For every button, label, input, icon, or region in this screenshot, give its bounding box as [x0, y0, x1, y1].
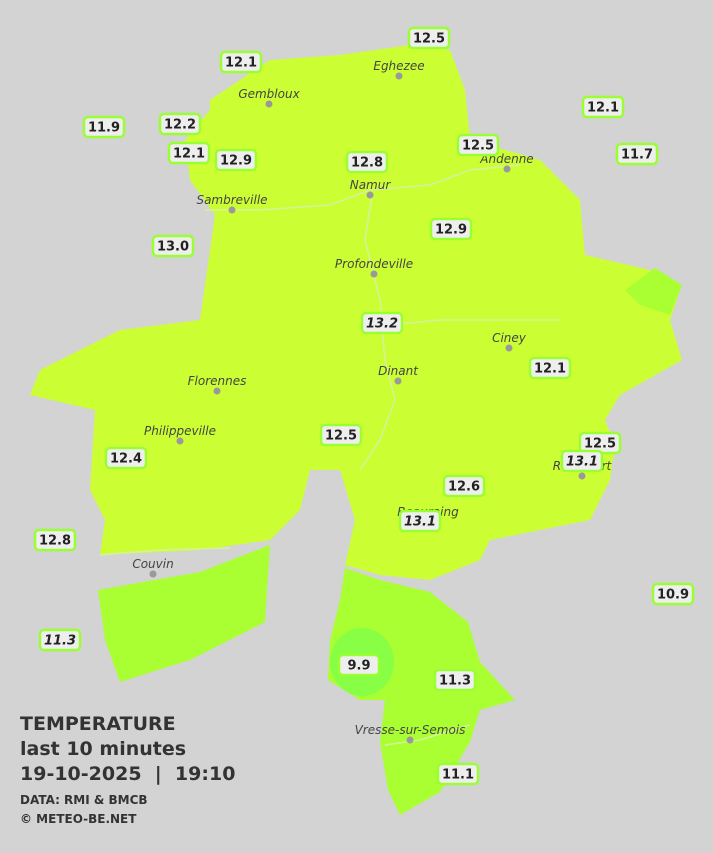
station-box [560, 449, 604, 473]
station-box [345, 150, 389, 174]
town-dot [578, 472, 586, 480]
town-name: Profondeville [335, 257, 413, 271]
station-box [615, 142, 659, 166]
subtitle: last 10 minutes [20, 738, 186, 760]
region-mild-east [625, 268, 682, 315]
station-value: 12.8 [351, 156, 383, 171]
station-box [167, 141, 211, 165]
station-value: 13.1 [566, 455, 598, 470]
station-value: 10.9 [657, 588, 689, 603]
station-value: 12.5 [413, 32, 445, 47]
station-value: 12.5 [462, 139, 494, 154]
town-name: Gembloux [238, 87, 300, 101]
station-value: 13.2 [366, 317, 398, 332]
station-box [436, 762, 480, 786]
station-value: 11.3 [44, 634, 76, 649]
town-name: Vresse-sur-Semois [355, 723, 466, 737]
town-name: Namur [350, 178, 392, 192]
region-warm [30, 45, 682, 580]
town-name: Ciney [492, 331, 527, 345]
station-value: 12.1 [173, 147, 205, 162]
station-value: 13.0 [157, 240, 189, 255]
town-dot [149, 570, 157, 578]
region-mild-couvin [98, 545, 270, 682]
datetime: 19-10-2025 | 19:10 [20, 763, 235, 785]
station-box [104, 446, 148, 470]
station-value: 11.3 [439, 674, 471, 689]
town-dot [503, 165, 511, 173]
station-box [398, 509, 442, 533]
station-box [214, 148, 258, 172]
station-box [581, 95, 625, 119]
station-box [360, 311, 404, 335]
station-box [429, 217, 473, 241]
credit: © METEO-BE.NET [20, 812, 137, 826]
town-name: Philippeville [144, 424, 216, 438]
station-value: 12.2 [164, 118, 196, 133]
town-name: Eghezee [373, 59, 424, 73]
station-box [33, 528, 77, 552]
town-dot [395, 72, 403, 80]
station-box [442, 474, 486, 498]
town-dot [228, 206, 236, 214]
station-box [151, 234, 195, 258]
title: TEMPERATURE [20, 713, 176, 735]
town-dot [505, 344, 513, 352]
station-value: 12.5 [584, 437, 616, 452]
station-value: 13.1 [404, 515, 436, 530]
station-value: 12.5 [325, 429, 357, 444]
station-box [433, 668, 477, 692]
town-dot [394, 377, 402, 385]
town-dot [366, 191, 374, 199]
town-dot [213, 387, 221, 395]
town-name: Florennes [188, 374, 247, 388]
station-box [456, 133, 500, 157]
station-box [528, 356, 572, 380]
town-dot [265, 100, 273, 108]
stations: 12.5 12.1 12.1 11.9 12.2 12.1 12.9 12.8 12.5 11.7… [33, 26, 695, 786]
town-name: Sambreville [196, 193, 267, 207]
town-dot [176, 437, 184, 445]
station-value: 12.8 [39, 534, 71, 549]
station-box [82, 115, 126, 139]
station-value: 12.1 [587, 101, 619, 116]
station-box [319, 423, 363, 447]
station-value: 11.9 [88, 121, 120, 136]
station-box [38, 628, 82, 652]
town-dot [370, 270, 378, 278]
station-value: 9.9 [347, 659, 370, 674]
station-box [407, 26, 451, 50]
station-box [337, 653, 381, 677]
credit: DATA: RMI & BMCB [20, 793, 148, 807]
station-box [158, 112, 202, 136]
station-value: 12.9 [435, 223, 467, 238]
town-dot [406, 736, 414, 744]
station-value: 12.9 [220, 154, 252, 169]
town-name: Dinant [378, 364, 419, 378]
station-value: 12.1 [225, 56, 257, 71]
station-value: 12.1 [534, 362, 566, 377]
station-value: 12.6 [448, 480, 480, 495]
station-value: 11.1 [442, 768, 474, 783]
region-mild-semois [328, 568, 515, 815]
station-value: 11.7 [621, 148, 653, 163]
town-name: Couvin [132, 557, 173, 571]
station-box [651, 582, 695, 606]
river [99, 164, 560, 746]
station-value: 12.4 [110, 452, 142, 467]
station-box [219, 50, 263, 74]
